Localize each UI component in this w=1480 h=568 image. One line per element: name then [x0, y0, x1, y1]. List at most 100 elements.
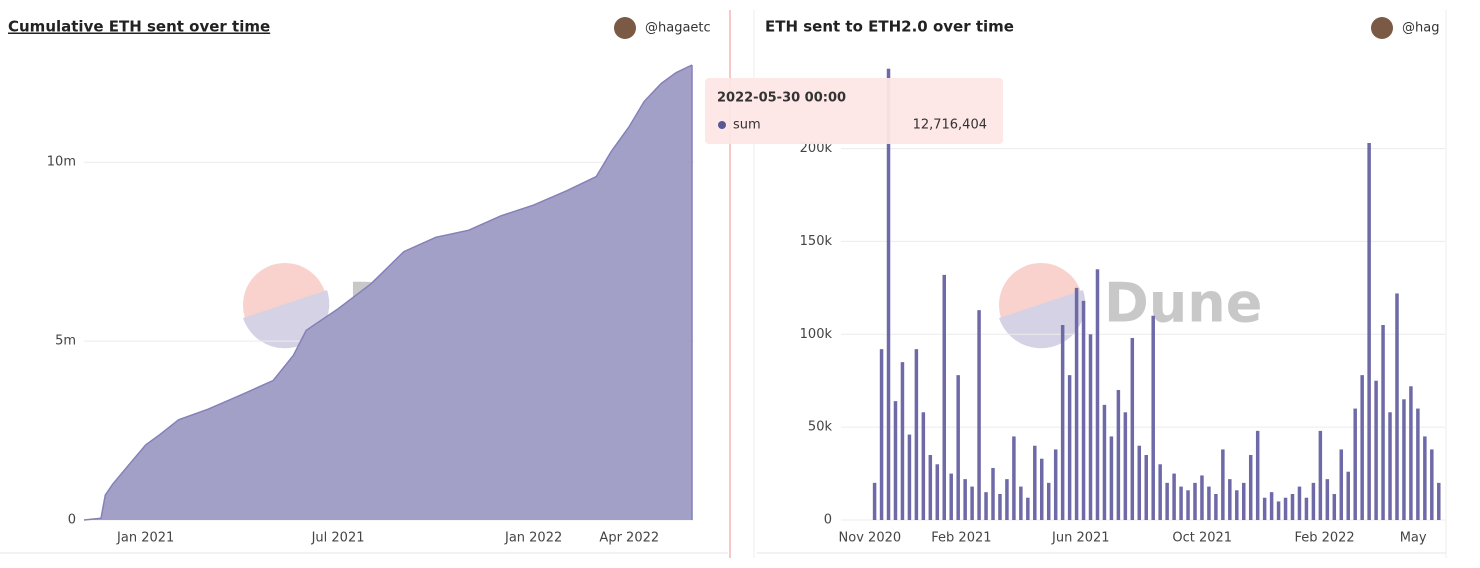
- bar: [872, 482, 877, 520]
- bar: [1318, 430, 1323, 520]
- bar: [956, 375, 960, 520]
- bar: [1005, 479, 1009, 520]
- bar: [1388, 412, 1392, 520]
- y-tick-label: 100k: [800, 327, 833, 342]
- tooltip-box: [705, 78, 1003, 144]
- bar: [1158, 464, 1162, 520]
- bar: [1074, 287, 1079, 520]
- bar: [1353, 408, 1357, 520]
- tooltip-series: sum: [733, 118, 761, 133]
- x-tick-label: Jul 2021: [311, 531, 365, 546]
- bar: [1346, 471, 1350, 520]
- bar: [1060, 325, 1065, 520]
- bar: [1248, 455, 1253, 520]
- bar: [942, 274, 946, 520]
- bar: [1207, 486, 1211, 520]
- tooltip-date: 2022-05-30 00:00: [717, 91, 846, 106]
- area-line: [83, 64, 693, 521]
- bar: [1235, 490, 1239, 520]
- bar: [1374, 380, 1378, 520]
- bar: [1172, 473, 1176, 520]
- bar: [1067, 375, 1072, 520]
- bar: [1186, 490, 1190, 520]
- avatar[interactable]: [1371, 17, 1393, 39]
- bar: [949, 473, 953, 520]
- y-tick-label: 5m: [55, 334, 76, 349]
- bar: [1283, 497, 1288, 520]
- bar: [1228, 479, 1232, 520]
- bar: [1088, 334, 1093, 520]
- x-tick-label: Jun 2021: [1051, 531, 1110, 546]
- x-tick-label: Feb 2022: [1294, 531, 1354, 546]
- x-tick-label: Jan 2022: [504, 531, 562, 546]
- bar: [1402, 399, 1406, 520]
- bar: [907, 434, 912, 520]
- bar: [1200, 475, 1204, 520]
- bar: [1144, 455, 1148, 520]
- y-tick-label: 0: [824, 513, 832, 528]
- bar: [1381, 325, 1385, 520]
- bar: [1416, 408, 1420, 520]
- bar: [977, 310, 981, 520]
- bar: [1339, 449, 1344, 520]
- bar: [893, 401, 898, 520]
- bar: [1019, 486, 1023, 520]
- tooltip: 2022-05-30 00:00 sum 12,716,404: [705, 78, 1003, 144]
- bar: [1214, 494, 1218, 520]
- tooltip-marker: [718, 121, 726, 129]
- bar: [1026, 497, 1030, 520]
- bar: [991, 468, 995, 520]
- x-tick-label: Jan 2021: [116, 531, 174, 546]
- bar: [970, 486, 974, 520]
- bar: [914, 349, 919, 520]
- bar: [886, 68, 891, 520]
- bar: [900, 362, 905, 520]
- bar: [1053, 449, 1058, 520]
- bar: [1040, 458, 1044, 520]
- bar: [1325, 479, 1330, 520]
- bar: [1046, 482, 1051, 520]
- bar: [963, 479, 967, 520]
- bar: [1290, 494, 1295, 520]
- bar: [1276, 501, 1281, 520]
- bar: [1081, 300, 1086, 520]
- bar: [1255, 430, 1260, 520]
- y-tick-label: 150k: [800, 234, 833, 249]
- y-tick-label: 0: [68, 513, 76, 528]
- bar: [1221, 449, 1225, 520]
- x-tick-label: Nov 2020: [839, 531, 902, 546]
- bar: [935, 464, 940, 520]
- bar: [1109, 436, 1114, 520]
- chart-title[interactable]: Cumulative ETH sent over time: [8, 18, 270, 36]
- y-tick-label: 50k: [808, 420, 833, 435]
- bar: [1360, 375, 1364, 520]
- bar: [1242, 482, 1246, 520]
- bar: [1033, 445, 1037, 520]
- bar: [1367, 143, 1371, 520]
- bar: [1012, 436, 1016, 520]
- bar: [1102, 404, 1107, 520]
- bar: [1311, 482, 1316, 520]
- bar: [1151, 315, 1155, 520]
- bar: [1437, 482, 1441, 520]
- y-tick-label: 200k: [800, 141, 833, 156]
- bar: [984, 492, 988, 520]
- bar: [879, 349, 884, 520]
- x-tick-label: Feb 2021: [931, 531, 991, 546]
- bar: [1262, 497, 1267, 520]
- x-tick-label: Apr 2022: [599, 531, 659, 546]
- bar: [1179, 486, 1183, 520]
- avatar[interactable]: [614, 17, 636, 39]
- bar: [1395, 293, 1399, 520]
- y-tick-label: 10m: [47, 155, 76, 170]
- author[interactable]: @hagaetc: [645, 21, 711, 36]
- chart-title[interactable]: ETH sent to ETH2.0 over time: [765, 18, 1014, 36]
- bar: [1409, 386, 1413, 520]
- bar: [1095, 269, 1100, 520]
- bar: [1130, 338, 1135, 520]
- bar: [1269, 492, 1274, 520]
- bar: [1304, 497, 1309, 520]
- author[interactable]: @hag: [1402, 21, 1439, 36]
- bar: [1423, 436, 1427, 520]
